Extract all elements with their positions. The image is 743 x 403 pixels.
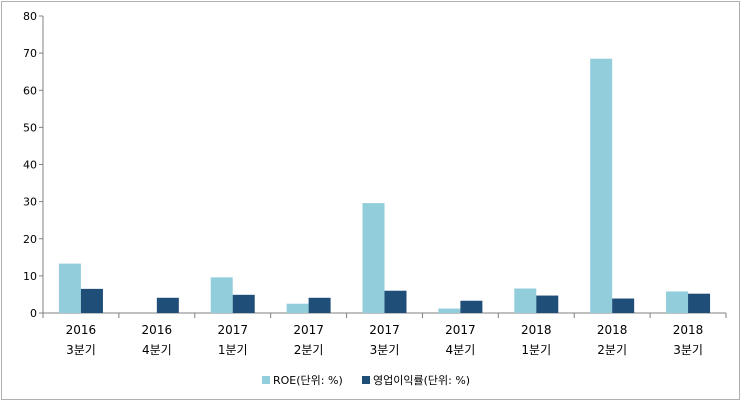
- x-category-quarter: 1분기: [218, 343, 248, 357]
- x-category-year: 2017: [369, 323, 400, 337]
- y-tick-label: 20: [23, 233, 37, 246]
- x-category-year: 2018: [597, 323, 628, 337]
- legend-label: ROE(단위: %): [273, 374, 343, 387]
- y-tick-label: 40: [23, 159, 37, 172]
- x-category-quarter: 1분기: [521, 343, 551, 357]
- x-category-quarter: 2분기: [294, 343, 324, 357]
- y-tick-label: 60: [23, 84, 37, 97]
- bar-operating-margin: [384, 290, 407, 313]
- bar-operating-margin: [308, 297, 331, 313]
- x-category-quarter: 4분기: [142, 343, 172, 357]
- x-category-year: 2017: [293, 323, 324, 337]
- bar-roe: [514, 288, 537, 313]
- y-tick-label: 80: [23, 10, 37, 23]
- x-category-quarter: 3분기: [370, 343, 400, 357]
- bar-roe: [362, 203, 385, 313]
- x-category-quarter: 2분기: [597, 343, 627, 357]
- bars: [58, 58, 711, 313]
- y-tick-label: 10: [23, 270, 37, 283]
- y-tick-label: 30: [23, 196, 37, 209]
- bar-roe: [210, 277, 233, 313]
- y-tick-label: 0: [30, 307, 37, 320]
- bar-operating-margin: [156, 297, 179, 313]
- legend: ROE(단위: %) 영업이익률(단위: %): [262, 374, 470, 387]
- legend-swatch: [262, 376, 270, 384]
- bar-roe: [590, 58, 613, 313]
- bar-operating-margin: [232, 294, 255, 313]
- x-category-year: 2017: [217, 323, 248, 337]
- x-category-quarter: 3분기: [66, 343, 96, 357]
- x-category-labels: 2016 3분기 2016 4분기 2017 1분기 2017 2분기 2017 3분기 2017 4…: [66, 323, 704, 357]
- y-tick-label: 50: [23, 121, 37, 134]
- x-category-quarter: 3분기: [673, 343, 703, 357]
- y-tick-label: 70: [23, 47, 37, 60]
- bar-operating-margin: [80, 288, 103, 313]
- legend-label: 영업이익률(단위: %): [373, 374, 470, 387]
- x-category-quarter: 4분기: [446, 343, 476, 357]
- legend-swatch: [362, 376, 370, 384]
- x-category-year: 2018: [673, 323, 704, 337]
- bar-roe: [58, 263, 81, 313]
- bar-roe: [666, 291, 689, 313]
- bar-roe: [286, 303, 309, 313]
- y-tick-labels: 0 10 20 30 40 50 60 70 80: [23, 10, 37, 320]
- bar-operating-margin: [460, 300, 483, 313]
- bar-roe: [438, 308, 461, 313]
- bar-operating-margin: [536, 295, 559, 313]
- x-category-year: 2018: [521, 323, 552, 337]
- bar-operating-margin: [688, 293, 711, 313]
- x-category-year: 2016: [66, 323, 97, 337]
- x-category-year: 2016: [142, 323, 173, 337]
- x-category-year: 2017: [445, 323, 476, 337]
- bar-operating-margin: [612, 298, 635, 313]
